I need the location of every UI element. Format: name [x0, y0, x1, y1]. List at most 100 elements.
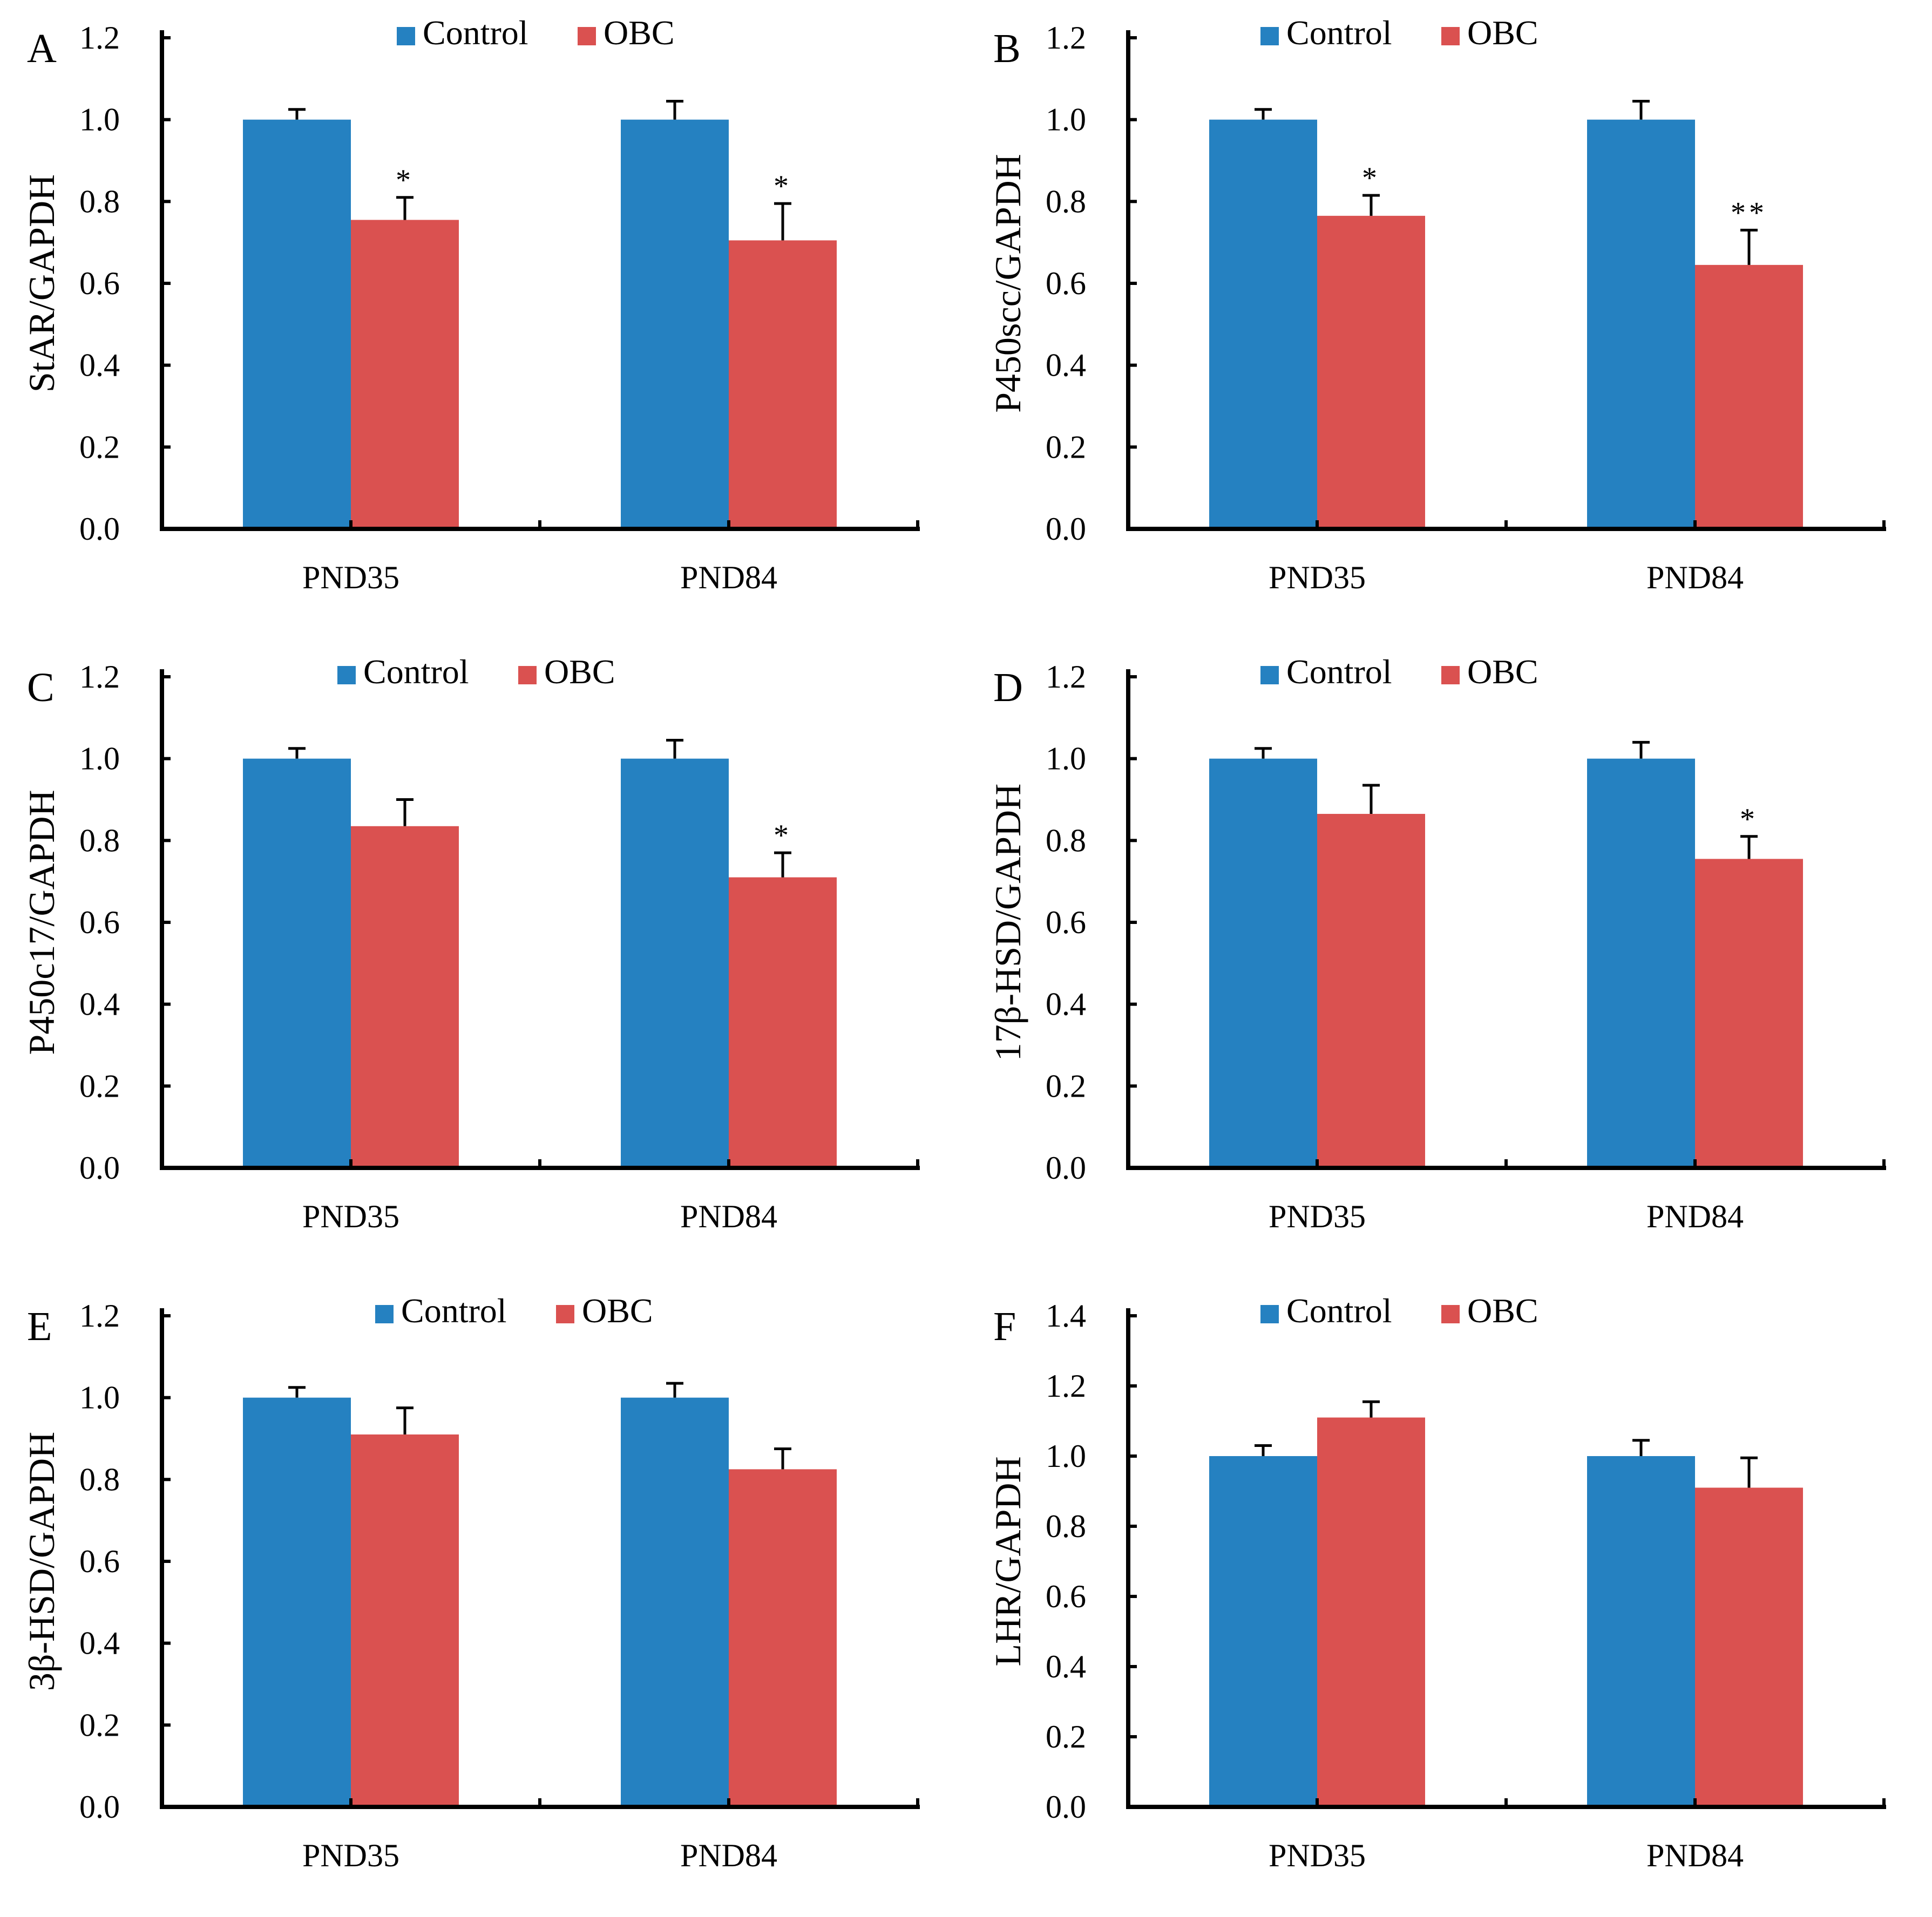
y-tick-label: 0.8: [1046, 822, 1086, 858]
error-bar: [1255, 108, 1272, 120]
legend-swatch-control: [1260, 1305, 1279, 1323]
legend-swatch-control: [397, 27, 415, 45]
bar-control-pnd84: [1587, 1456, 1695, 1807]
bar-obc-pnd84: [729, 877, 837, 1168]
bar-control-pnd84: [621, 119, 729, 529]
bar-chart: E 3β-HSD/GAPDH 0.0 0.2 0.4 0.6 0.8 1.0 1.2 PND35 P…: [21, 1291, 920, 1873]
y-tick-label: 0.4: [1046, 987, 1086, 1022]
error-bar: [288, 747, 306, 759]
panel-c: C P450c17/GAPDH 0.0 0.2 0.4 0.6 0.8 1.0 1.2 PND35…: [0, 639, 966, 1278]
error-bar: [774, 851, 791, 878]
y-tick-label: 0.6: [1046, 1579, 1086, 1614]
x-tick-label: PND35: [302, 1199, 399, 1234]
y-tick-label: 0.8: [1046, 183, 1086, 219]
legend-swatch-obc: [556, 1305, 574, 1323]
x-tick-label: PND84: [1646, 560, 1744, 595]
y-tick-label: 1.2: [79, 1298, 120, 1334]
legend-label-control: Control: [401, 1291, 507, 1330]
bar-control-pnd35: [1209, 119, 1317, 529]
bar-obc-pnd35: [351, 826, 459, 1168]
significance-mark: *: [396, 164, 414, 197]
legend-swatch-control: [1260, 666, 1279, 684]
error-bar: [1632, 1439, 1650, 1456]
bar-chart: F LHR/GAPDH 0.0 0.2 0.4 0.6 0.8 1.0 1.2 1.4 PND35 P…: [987, 1291, 1886, 1873]
bar-control-pnd84: [1587, 758, 1695, 1168]
error-bar: [396, 1406, 413, 1435]
y-tick-label: 1.2: [79, 20, 120, 56]
panel-label: E: [27, 1304, 52, 1349]
error-bar: [1362, 194, 1380, 216]
bar-obc-pnd35: [1317, 215, 1425, 529]
significance-mark: *: [1740, 803, 1758, 836]
x-tick-label: PND35: [302, 560, 399, 595]
panel-label: D: [993, 665, 1023, 710]
panel-label: F: [993, 1304, 1016, 1349]
error-bar: [774, 202, 791, 241]
panel-a: A StAR/GAPDH 0.0 0.2 0.4 0.6 0.8 1.0 1.2 * PND35 * P…: [0, 0, 966, 639]
bar-control-pnd84: [621, 758, 729, 1168]
bar-control-pnd35: [1209, 758, 1317, 1168]
bar-control-pnd84: [1587, 119, 1695, 529]
significance-mark: **: [1731, 196, 1767, 229]
x-tick-label: PND35: [302, 1838, 399, 1873]
y-tick-label: 0.2: [1046, 429, 1086, 465]
y-axis-label: StAR/GAPDH: [21, 174, 62, 392]
legend-swatch-control: [1260, 27, 1279, 45]
y-axis-label: P450scc/GAPDH: [987, 154, 1028, 413]
error-bar: [666, 1382, 683, 1398]
legend-label-control: Control: [363, 652, 469, 691]
y-tick-label: 1.2: [1046, 1368, 1086, 1404]
error-bar: [1362, 784, 1380, 814]
legend-swatch-obc: [1441, 666, 1460, 684]
x-tick-label: PND84: [680, 560, 777, 595]
y-tick-label: 0.6: [79, 266, 120, 301]
y-tick-label: 0.2: [79, 429, 120, 465]
error-bar: [1740, 835, 1758, 859]
y-tick-label: 0.2: [79, 1068, 120, 1104]
y-tick-label: 0.0: [79, 1150, 120, 1186]
x-tick-label: PND35: [1269, 1199, 1366, 1234]
significance-mark: *: [774, 169, 792, 203]
x-tick-label: PND35: [1269, 560, 1366, 595]
bar-obc-pnd84: [729, 1469, 837, 1807]
legend-swatch-control: [337, 666, 356, 684]
bar-obc-pnd84: [1695, 1487, 1803, 1807]
error-bar: [288, 108, 306, 120]
panel-label: A: [27, 26, 57, 71]
error-bar: [1255, 747, 1272, 759]
y-tick-label: 0.8: [1046, 1508, 1086, 1544]
bar-obc-pnd84: [1695, 264, 1803, 529]
legend-swatch-obc: [1441, 27, 1460, 45]
y-axis-label: 17β-HSD/GAPDH: [987, 784, 1028, 1061]
y-tick-label: 1.0: [1046, 102, 1086, 138]
y-axis-label: P450c17/GAPDH: [21, 790, 62, 1055]
error-bar: [666, 739, 683, 759]
error-bar: [774, 1447, 791, 1470]
significance-mark: *: [774, 819, 792, 852]
y-tick-label: 1.0: [79, 741, 120, 777]
error-bar: [1362, 1400, 1380, 1418]
error-bar: [1740, 1456, 1758, 1488]
y-tick-label: 1.0: [1046, 1438, 1086, 1474]
y-tick-label: 0.4: [79, 1626, 120, 1661]
y-tick-label: 0.8: [79, 1461, 120, 1497]
bar-control-pnd35: [243, 1397, 351, 1807]
y-tick-label: 0.8: [79, 183, 120, 219]
error-bar: [288, 1386, 306, 1398]
y-tick-label: 0.6: [79, 905, 120, 940]
y-tick-label: 1.0: [79, 102, 120, 138]
panel-b: B P450scc/GAPDH 0.0 0.2 0.4 0.6 0.8 1.0 1.2 * PND3…: [966, 0, 1932, 639]
error-bar: [1255, 1444, 1272, 1456]
x-tick-label: PND35: [1269, 1838, 1366, 1873]
legend-label-obc: OBC: [582, 1291, 653, 1330]
legend-swatch-obc: [518, 666, 537, 684]
panel-f: F LHR/GAPDH 0.0 0.2 0.4 0.6 0.8 1.0 1.2 1.4 PND35 P…: [966, 1278, 1932, 1917]
y-tick-label: 0.4: [79, 987, 120, 1022]
error-bar: [666, 100, 683, 120]
legend-swatch-control: [375, 1305, 394, 1323]
y-tick-label: 1.0: [1046, 741, 1086, 777]
y-tick-label: 0.8: [79, 822, 120, 858]
error-bar: [1632, 740, 1650, 759]
error-bar: [1632, 100, 1650, 120]
